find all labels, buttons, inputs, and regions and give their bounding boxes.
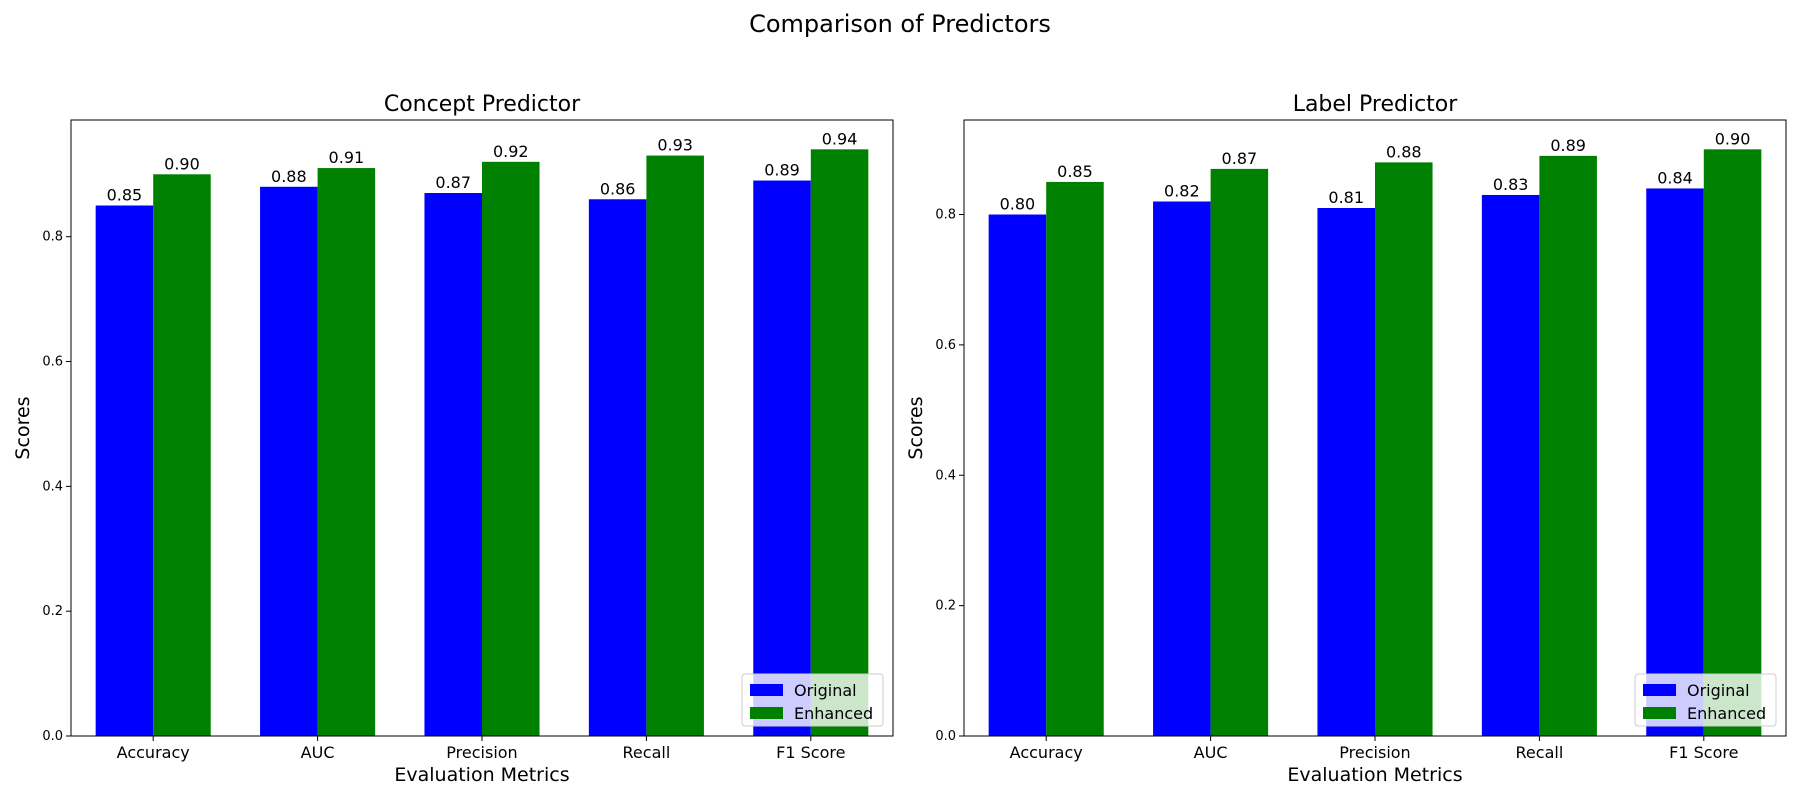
bar-original xyxy=(1153,201,1211,737)
bar-value-label: 0.94 xyxy=(822,129,858,148)
legend-label: Original xyxy=(794,681,857,700)
legend-swatch-enhanced xyxy=(750,707,783,719)
bar-enhanced xyxy=(1539,155,1597,736)
bar-value-label: 0.90 xyxy=(164,154,200,173)
bar-original xyxy=(753,180,811,736)
bar-enhanced xyxy=(810,149,869,737)
legend: Original Enhanced xyxy=(741,673,884,727)
bar-value-label: 0.88 xyxy=(271,167,307,186)
y-axis-label: Scores xyxy=(905,396,927,459)
y-tick-label: 0.8 xyxy=(42,230,63,245)
bar-value-label: 0.89 xyxy=(764,161,800,180)
bar-original xyxy=(260,186,318,736)
subplot-title: Concept Predictor xyxy=(384,92,581,117)
y-tick-label: 0.0 xyxy=(42,729,63,744)
x-tick-label: Recall xyxy=(1516,743,1564,762)
x-tick-label: Recall xyxy=(623,743,671,762)
x-axis-label: Evaluation Metrics xyxy=(1287,764,1462,786)
legend-swatch-original xyxy=(1643,684,1676,696)
y-axis-label: Scores xyxy=(12,396,34,459)
bar-value-label: 0.82 xyxy=(1164,181,1200,200)
bar-value-label: 0.92 xyxy=(493,142,529,161)
y-tick-label: 0.2 xyxy=(42,604,63,619)
bar-value-label: 0.91 xyxy=(329,148,365,167)
x-tick-label: Accuracy xyxy=(117,743,190,762)
y-tick-label: 0.6 xyxy=(42,355,63,370)
bar-value-label: 0.87 xyxy=(1222,149,1258,168)
bar-value-label: 0.90 xyxy=(1715,129,1751,148)
bar-value-label: 0.93 xyxy=(657,136,693,155)
subplot-1: 0.85 0.88 0.87 0.86 0.89 0.90 0.91 0.92 0.93 0.94… xyxy=(12,92,894,786)
bar-original xyxy=(424,193,482,737)
bar-enhanced xyxy=(1046,181,1104,737)
bar-original xyxy=(988,214,1047,736)
subplot-title: Label Predictor xyxy=(1293,92,1459,117)
bar-original xyxy=(588,199,647,737)
legend-label: Enhanced xyxy=(794,704,873,723)
subplot-2: 0.80 0.82 0.81 0.83 0.84 0.85 0.87 0.88 0.89 0.90… xyxy=(905,92,1787,786)
bar-original xyxy=(1481,194,1540,737)
y-tick-label: 0.4 xyxy=(935,468,956,483)
bar-enhanced xyxy=(153,174,211,737)
x-tick-label: AUC xyxy=(301,743,335,762)
bar-value-label: 0.85 xyxy=(1057,162,1093,181)
bar-enhanced xyxy=(1375,162,1433,737)
bar-value-label: 0.85 xyxy=(107,186,143,205)
legend-swatch-enhanced xyxy=(1643,707,1676,719)
x-tick-label: AUC xyxy=(1194,743,1228,762)
bar-enhanced xyxy=(482,161,540,736)
bar-value-label: 0.80 xyxy=(1000,195,1036,214)
x-tick-label: Precision xyxy=(446,743,517,762)
legend: Original Enhanced xyxy=(1634,673,1777,727)
y-tick-label: 0.8 xyxy=(935,208,956,223)
bar-original xyxy=(1646,188,1704,736)
bar-enhanced xyxy=(317,168,376,736)
y-tick-label: 0.2 xyxy=(935,599,956,614)
bar-original xyxy=(95,205,154,736)
figure-title: Comparison of Predictors xyxy=(749,10,1051,38)
x-tick-label: Accuracy xyxy=(1010,743,1083,762)
bar-value-label: 0.88 xyxy=(1386,142,1422,161)
legend-label: Original xyxy=(1687,681,1750,700)
bar-value-label: 0.87 xyxy=(435,173,471,192)
bar-value-label: 0.89 xyxy=(1550,136,1586,155)
y-tick-label: 0.4 xyxy=(42,479,63,494)
bar-enhanced xyxy=(1703,149,1762,737)
x-tick-label: Precision xyxy=(1339,743,1410,762)
legend-swatch-original xyxy=(750,684,783,696)
bar-value-label: 0.84 xyxy=(1657,168,1693,187)
bar-value-label: 0.81 xyxy=(1328,188,1364,207)
legend-label: Enhanced xyxy=(1687,704,1766,723)
y-tick-label: 0.6 xyxy=(935,338,956,353)
y-tick-label: 0.0 xyxy=(935,729,956,744)
x-tick-label: F1 Score xyxy=(776,743,845,762)
bar-enhanced xyxy=(646,155,704,736)
x-tick-label: F1 Score xyxy=(1669,743,1738,762)
x-axis-label: Evaluation Metrics xyxy=(394,764,569,786)
bar-value-label: 0.86 xyxy=(600,179,636,198)
bar-original xyxy=(1317,208,1375,736)
bar-enhanced xyxy=(1210,168,1269,736)
bar-value-label: 0.83 xyxy=(1493,175,1529,194)
